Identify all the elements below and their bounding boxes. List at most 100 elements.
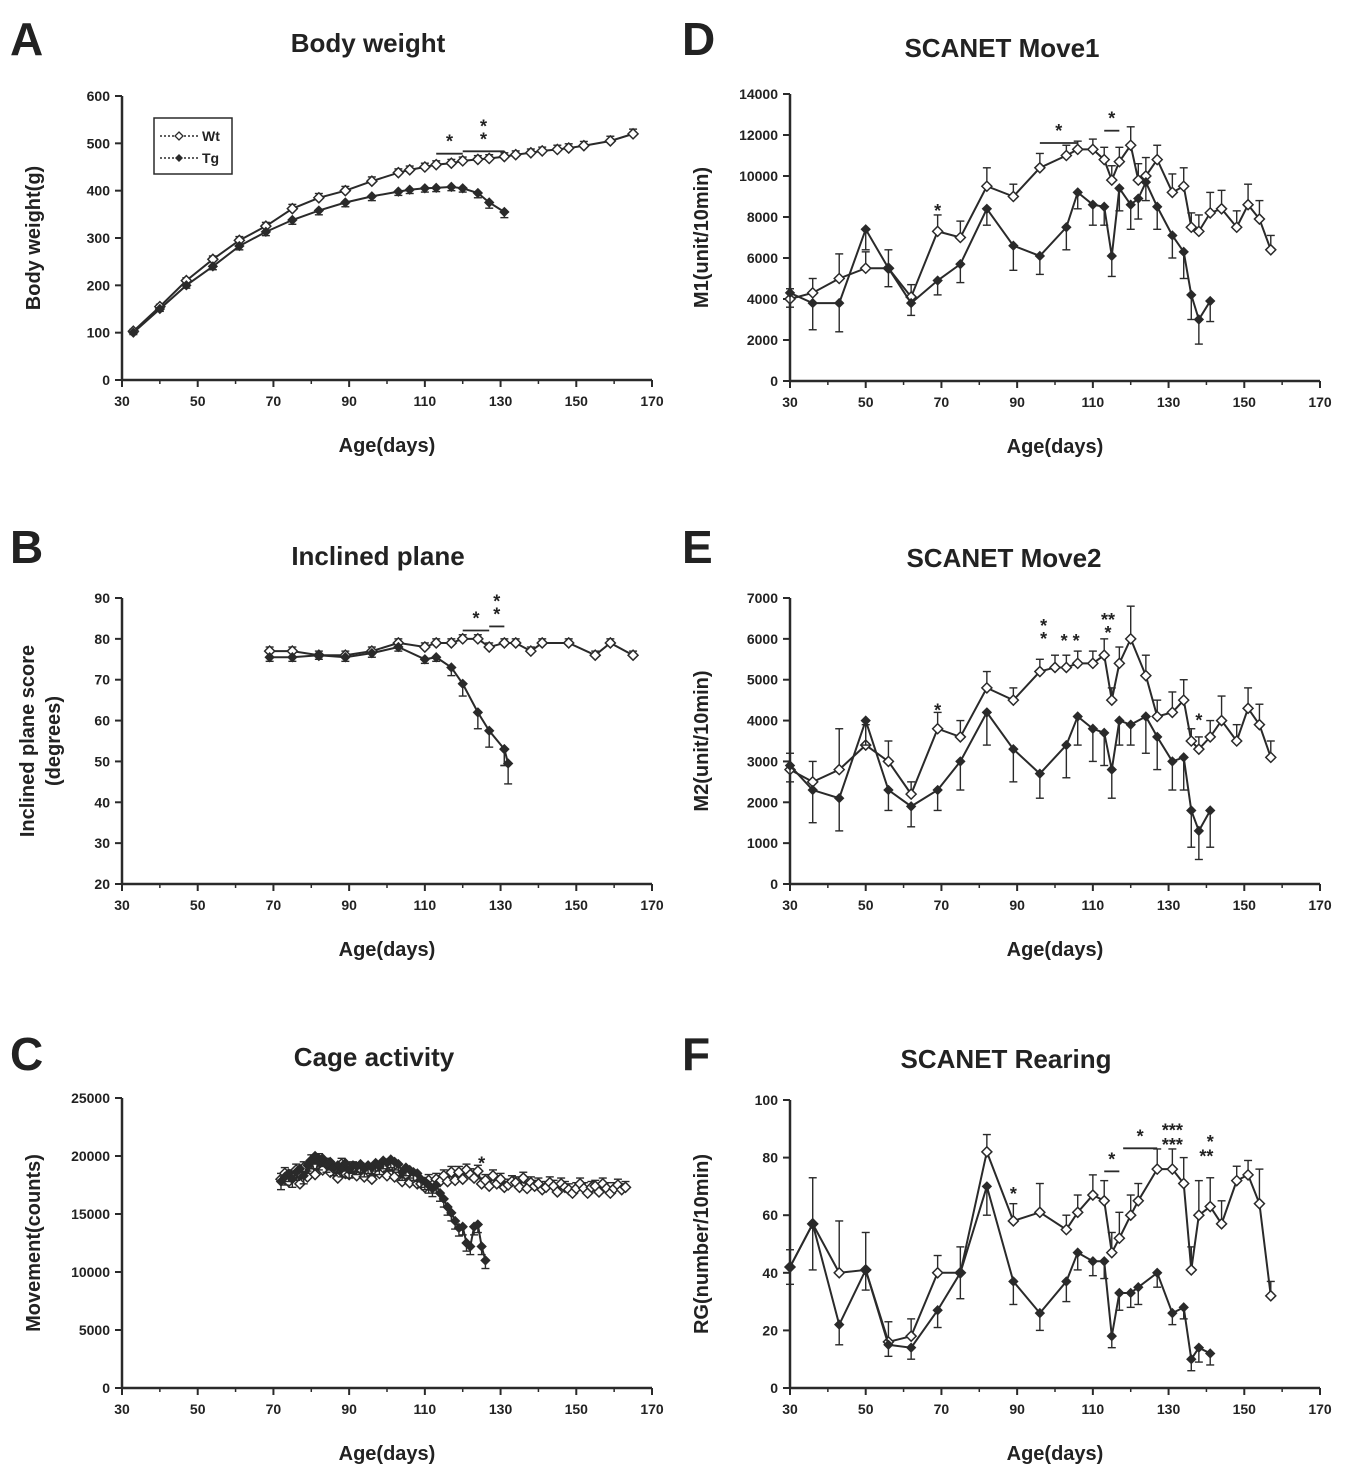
y-tick-label: 15000 [71, 1206, 110, 1222]
data-point-filled [287, 1173, 298, 1185]
data-point-open [1132, 174, 1145, 187]
data-point-filled [807, 297, 818, 309]
data-point-filled [807, 1218, 818, 1230]
data-point-filled [1186, 289, 1197, 301]
data-point-filled [449, 1215, 461, 1227]
data-point-open [471, 153, 484, 166]
series-tg [128, 181, 510, 338]
data-point-open [905, 1330, 918, 1343]
data-point-open [1033, 665, 1046, 678]
data-point-open [619, 1181, 632, 1194]
significance-marker: *** [1162, 1121, 1183, 1141]
data-point-open [1124, 139, 1137, 152]
data-point-open [456, 1173, 469, 1186]
y-tick-label: 30 [94, 835, 110, 851]
data-point-open [954, 730, 967, 743]
data-point-open [445, 636, 458, 650]
x-tick-label: 150 [1233, 897, 1257, 913]
data-point-open [309, 1168, 322, 1181]
significance-star: * [478, 1154, 485, 1174]
y-tick-label: 70 [94, 672, 110, 688]
significance-star: ** [1199, 1146, 1213, 1166]
chart-title: Inclined plane [291, 541, 464, 571]
data-point-open [1098, 1194, 1111, 1207]
series-line [789, 710, 1212, 834]
data-point-open [1242, 1168, 1255, 1181]
data-point-filled [932, 275, 943, 286]
significance-marker: * [1195, 711, 1202, 731]
x-tick-label: 90 [1009, 394, 1025, 410]
data-point-filled [860, 1264, 871, 1276]
significance-star: ** [1101, 610, 1115, 630]
x-tick-label: 170 [640, 1401, 664, 1417]
data-point-open [536, 144, 549, 157]
significance-marker: ** [462, 116, 505, 153]
data-point-filled [181, 280, 192, 291]
data-point-open [1264, 243, 1277, 256]
data-point-open [1185, 221, 1198, 234]
data-point-open [1215, 1217, 1228, 1230]
data-point-filled [431, 652, 442, 663]
data-point-filled [1178, 1302, 1189, 1313]
data-point-open [286, 202, 299, 215]
significance-star: *** [1162, 1135, 1183, 1155]
data-point-open [517, 1171, 530, 1185]
significance-star: * [934, 201, 941, 221]
data-point-open [1105, 694, 1118, 707]
data-point-open [1098, 649, 1111, 662]
y-tick-label: 50 [94, 753, 110, 769]
x-tick-label: 30 [114, 897, 130, 913]
y-axis-label: Body weight(g) [23, 166, 45, 310]
significance-star: * [1055, 121, 1062, 141]
data-point-open [859, 262, 872, 275]
data-point-open [882, 755, 895, 768]
data-point-filled [807, 784, 818, 796]
x-tick-label: 30 [782, 394, 798, 410]
significance-marker: *** [1162, 1135, 1183, 1155]
x-tick-label: 70 [266, 393, 282, 409]
data-point-open [931, 225, 944, 238]
data-point-filled [834, 297, 845, 309]
data-point-filled [1114, 1287, 1125, 1299]
data-point-filled [1061, 222, 1072, 233]
y-tick-label: 8000 [747, 209, 778, 225]
data-point-filled [499, 743, 510, 755]
data-point-filled [465, 1241, 476, 1252]
y-tick-label: 100 [87, 325, 111, 341]
data-point-filled [340, 197, 351, 208]
data-point-filled [1106, 250, 1117, 262]
data-point-open [1007, 1214, 1020, 1228]
data-point-open [931, 722, 944, 735]
data-point-open [1033, 161, 1046, 174]
data-point-filled [457, 183, 468, 194]
data-point-open [1033, 1206, 1046, 1219]
y-tick-label: 0 [770, 373, 778, 389]
data-point-filled [419, 183, 431, 194]
data-point-open [445, 157, 458, 170]
data-point-open [1048, 661, 1062, 674]
legend-label: Wt [202, 128, 220, 144]
data-point-filled [1099, 1256, 1110, 1267]
data-point-open [1086, 1188, 1099, 1202]
data-point-open [509, 636, 522, 650]
significance-marker: * [462, 609, 490, 632]
significance-marker: * [934, 201, 941, 221]
y-tick-label: 80 [94, 631, 110, 647]
significance-star: * * [1061, 631, 1080, 651]
data-point-open [551, 143, 564, 156]
data-point-filled [1178, 246, 1189, 258]
data-point-open [536, 636, 549, 650]
data-point-filled [955, 258, 966, 270]
series-tg [784, 707, 1216, 861]
y-tick-label: 200 [87, 277, 111, 293]
data-point-open [483, 152, 496, 165]
x-tick-label: 30 [782, 1401, 798, 1417]
data-point-open [1060, 661, 1073, 674]
y-tick-label: 10000 [739, 168, 778, 184]
x-tick-label: 50 [190, 897, 206, 913]
x-axis-label: Age(days) [1007, 939, 1104, 961]
data-point-open [403, 163, 416, 176]
data-point-open [1098, 153, 1111, 166]
data-point-filled [1034, 250, 1046, 262]
